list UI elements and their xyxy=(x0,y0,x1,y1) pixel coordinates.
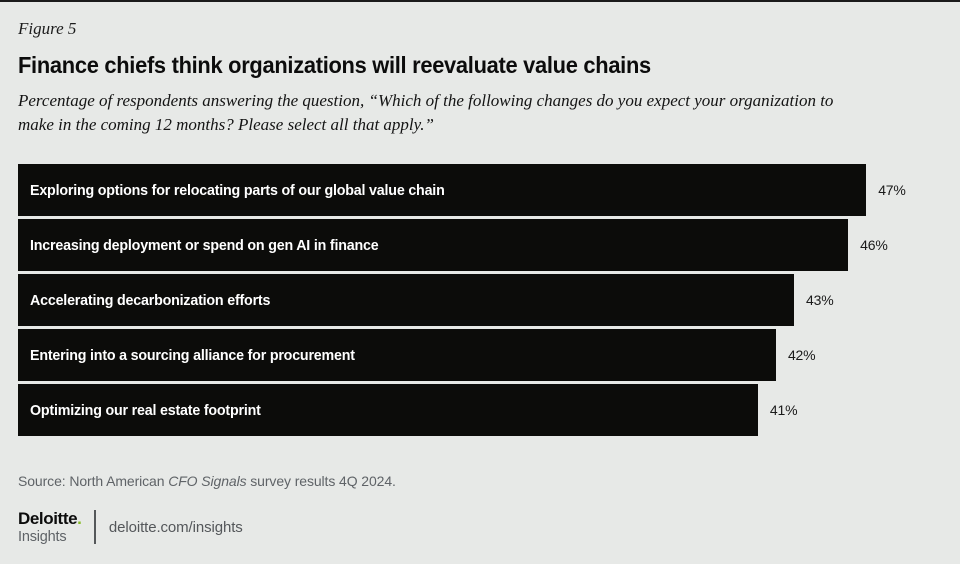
source-note: Source: North American CFO Signals surve… xyxy=(18,472,942,490)
bar-category-label: Increasing deployment or spend on gen AI… xyxy=(30,236,379,254)
chart-subtitle-line1: Percentage of respondents answering the … xyxy=(18,91,834,110)
footer-branding: Deloitte. Insights deloitte.com/insights xyxy=(18,510,942,545)
brand-insights-label: Insights xyxy=(18,529,67,545)
brand-wordmark: Deloitte xyxy=(18,509,78,528)
source-note-prefix: Source: North American xyxy=(18,473,169,489)
bar: Increasing deployment or spend on gen AI… xyxy=(18,219,849,271)
chart-subtitle-line2: make in the coming 12 months? Please sel… xyxy=(18,115,434,134)
bar: Entering into a sourcing alliance for pr… xyxy=(18,329,776,381)
bar-row: Optimizing our real estate footprint 41% xyxy=(18,384,942,436)
bar-row: Entering into a sourcing alliance for pr… xyxy=(18,329,942,381)
bar-value-label: 42% xyxy=(787,347,816,363)
bar-category-label: Optimizing our real estate footprint xyxy=(30,401,261,419)
bar-row: Increasing deployment or spend on gen AI… xyxy=(18,219,942,271)
bar-row: Exploring options for relocating parts o… xyxy=(18,164,942,216)
brand-green-dot: . xyxy=(77,509,82,528)
source-note-suffix: survey results 4Q 2024. xyxy=(246,473,396,489)
footer-divider-rule xyxy=(93,510,96,545)
figure-container: Figure 5 Finance chiefs think organizati… xyxy=(0,18,960,545)
bar-category-label: Exploring options for relocating parts o… xyxy=(30,181,445,199)
bar-category-label: Accelerating decarbonization efforts xyxy=(30,291,271,309)
bar-value-label: 43% xyxy=(806,292,834,308)
bar-row: Accelerating decarbonization efforts 43% xyxy=(18,274,942,326)
bar: Optimizing our real estate footprint xyxy=(18,384,758,436)
bar-chart: Exploring options for relocating parts o… xyxy=(18,164,942,436)
top-border-rule xyxy=(0,0,960,2)
chart-title-text: Finance chiefs think organizations will … xyxy=(18,52,651,78)
figure-number-label: Figure 5 xyxy=(18,19,77,38)
source-note-publication: CFO Signals xyxy=(168,473,247,489)
deloitte-insights-logo: Deloitte. Insights xyxy=(18,510,82,545)
bar-category-label: Entering into a sourcing alliance for pr… xyxy=(30,346,355,364)
chart-title: Finance chiefs think organizations will … xyxy=(18,52,942,78)
bar-value-label: 41% xyxy=(769,402,798,418)
footer-website-url: deloitte.com/insights xyxy=(108,518,243,536)
bar: Accelerating decarbonization efforts xyxy=(18,274,795,326)
bar-value-label: 47% xyxy=(878,182,906,198)
chart-subtitle: Percentage of respondents answering the … xyxy=(18,89,942,137)
bar: Exploring options for relocating parts o… xyxy=(18,164,867,216)
bar-value-label: 46% xyxy=(860,237,888,253)
